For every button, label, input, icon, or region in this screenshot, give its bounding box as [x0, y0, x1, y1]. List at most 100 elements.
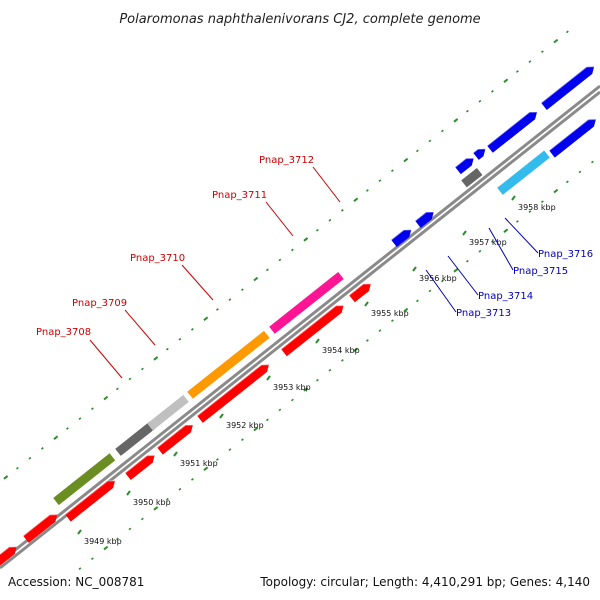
scale-tick-mark [365, 302, 368, 306]
outer-tick-dot [92, 408, 94, 409]
gene-label-leader [125, 310, 155, 345]
inner-tick-dot [154, 507, 158, 510]
outer-tick-dot [142, 368, 144, 369]
gene-pnap-3716-shape [497, 151, 550, 195]
topology-text: Topology: circular; Length: 4,410,291 bp… [259, 575, 590, 589]
scale-tick-label: 3956 kbp [419, 274, 457, 283]
map-title: Polaromonas naphthalenivorans CJ2, compl… [119, 12, 480, 27]
outer-tick-dot [179, 339, 181, 340]
gene-label-pnap-3715[interactable]: Pnap_3715 [513, 266, 568, 277]
scale-tick-mark [127, 491, 130, 495]
forward-strand-genes [53, 63, 598, 505]
outer-tick-dot [67, 428, 69, 429]
gene-label-pnap-3713[interactable]: Pnap_3713 [456, 308, 511, 319]
inner-tick-dot [279, 409, 281, 410]
gene-label-leader [489, 228, 513, 270]
outer-tick-dot [104, 397, 108, 400]
gene-red-b-shape [23, 511, 60, 543]
gene-pnap-3710[interactable] [147, 395, 189, 431]
gene-label-leader [90, 340, 122, 378]
scale-tick-mark [267, 376, 270, 380]
outer-tick-dot [117, 388, 119, 389]
outer-tick-dot [4, 476, 8, 479]
inner-tick-dot [554, 190, 558, 193]
inner-tick-dot [367, 340, 369, 341]
inner-tick-dot [92, 558, 94, 559]
scale-tick-label: 3957 kbp [469, 238, 507, 247]
outer-tick-dot [279, 259, 281, 260]
inner-tick-dot [517, 221, 519, 222]
outer-tick-dot [529, 61, 531, 62]
inner-tick-dot [317, 379, 319, 380]
gene-blue-small-b[interactable] [473, 145, 488, 160]
outer-tick-track [4, 31, 568, 479]
outer-tick-dot [204, 317, 208, 320]
outer-tick-dot [54, 436, 58, 439]
outer-tick-dot [367, 190, 369, 191]
gene-label-pnap-3714[interactable]: Pnap_3714 [478, 291, 533, 302]
gene-label-pnap-3712[interactable]: Pnap_3712 [259, 155, 314, 166]
outer-tick-dot [167, 348, 169, 349]
outer-tick-dot [542, 51, 544, 52]
inner-tick-dot [417, 300, 419, 301]
outer-tick-dot [342, 210, 344, 211]
outer-tick-dot [304, 238, 308, 241]
gene-red-b[interactable] [23, 511, 60, 543]
inner-tick-dot [567, 181, 569, 182]
outer-tick-dot [29, 458, 31, 459]
outer-tick-dot [129, 378, 131, 379]
scale-tick-label: 3953 kbp [273, 383, 311, 392]
scale-tick-mark [463, 231, 466, 235]
inner-tick-dot [104, 547, 108, 550]
scale-tick-label: 3952 kbp [226, 421, 264, 430]
outer-tick-dot [79, 418, 81, 419]
outer-tick-dot [504, 79, 508, 82]
scale-tick-mark [220, 414, 223, 418]
scale-tick-mark [316, 339, 319, 343]
outer-tick-dot [192, 329, 194, 330]
inner-tick-dot [292, 399, 294, 400]
inner-tick-dot [142, 518, 144, 519]
gene-label-pnap-3711[interactable]: Pnap_3711 [212, 190, 267, 201]
inner-tick-track [79, 161, 593, 569]
inner-tick-dot [392, 320, 394, 321]
scale-tick-label: 3954 kbp [322, 346, 360, 355]
scale-tick-label: 3958 kbp [518, 203, 556, 212]
outer-tick-dot [217, 309, 219, 310]
gene-pnap-3710-shape [147, 395, 189, 431]
inner-tick-dot [179, 489, 181, 490]
outer-tick-dot [467, 110, 469, 111]
genome-map: Polaromonas naphthalenivorans CJ2, compl… [0, 0, 600, 600]
inner-tick-dot [479, 251, 481, 252]
scale-tick-mark [78, 530, 81, 534]
outer-tick-dot [229, 299, 231, 300]
outer-tick-dot [454, 119, 458, 122]
inner-tick-dot [229, 449, 231, 450]
gene-red-f-shape [197, 361, 272, 423]
outer-tick-dot [479, 101, 481, 102]
scale-tick-mark [512, 196, 515, 200]
outer-tick-dot [392, 170, 394, 171]
gene-label-pnap-3710[interactable]: Pnap_3710 [130, 253, 185, 264]
outer-tick-dot [554, 40, 558, 43]
gene-label-pnap-3716[interactable]: Pnap_3716 [538, 249, 593, 260]
inner-tick-dot [329, 370, 331, 371]
outer-tick-dot [267, 269, 269, 270]
gene-pnap-3716[interactable] [497, 151, 550, 195]
inner-tick-dot [592, 161, 594, 162]
accession-text: Accession: NC_008781 [8, 575, 144, 589]
scale-tick-label: 3955 kbp [371, 309, 409, 318]
gene-label-pnap-3708[interactable]: Pnap_3708 [36, 327, 91, 338]
outer-tick-dot [329, 220, 331, 221]
inner-tick-dot [454, 269, 458, 272]
inner-tick-dot [79, 568, 81, 569]
scale-tick-label: 3950 kbp [133, 498, 171, 507]
inner-tick-dot [379, 330, 381, 331]
outer-tick-dot [154, 357, 158, 360]
gene-red-f[interactable] [197, 361, 272, 423]
gene-label-leader [505, 218, 538, 253]
outer-tick-dot [567, 31, 569, 32]
gene-label-pnap-3709[interactable]: Pnap_3709 [72, 298, 127, 309]
inner-tick-dot [267, 419, 269, 420]
reverse-strand-genes [0, 280, 374, 571]
